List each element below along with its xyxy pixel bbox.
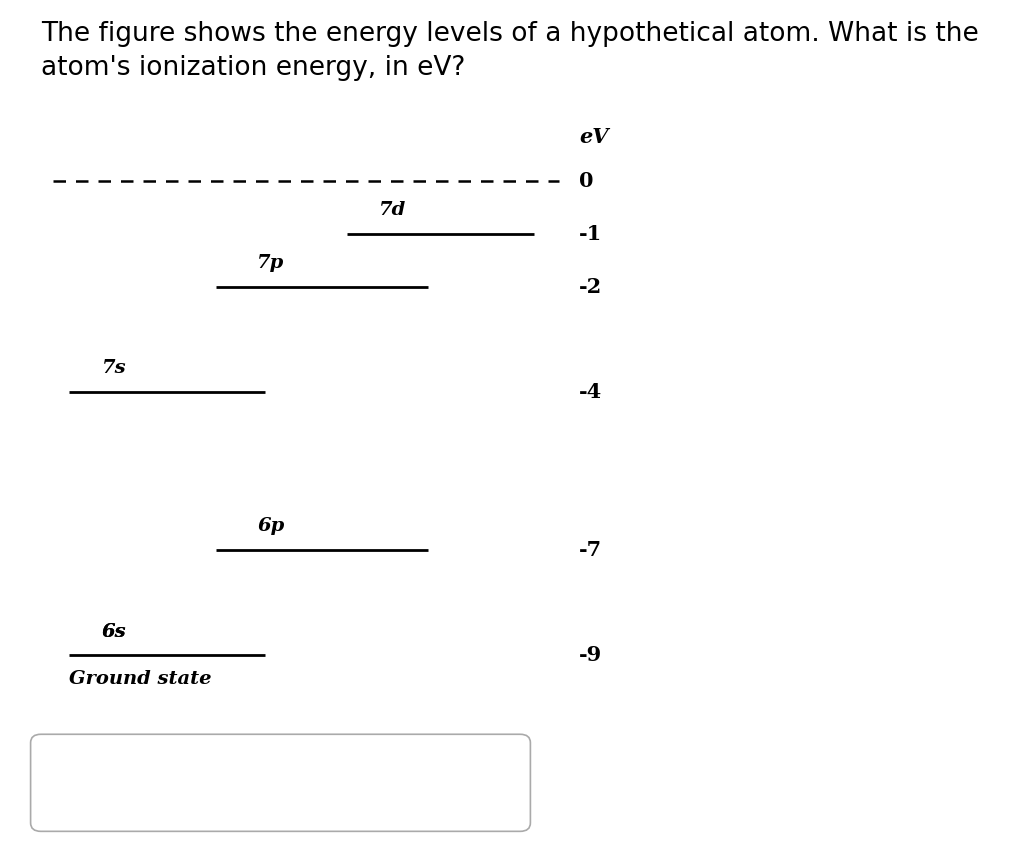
Text: 6s: 6s <box>102 623 126 641</box>
Text: The figure shows the energy levels of a hypothetical atom. What is the: The figure shows the energy levels of a … <box>41 21 977 47</box>
Text: 7p: 7p <box>257 254 284 272</box>
Text: -1: -1 <box>579 224 602 244</box>
Text: Ground state: Ground state <box>69 670 212 688</box>
Text: -4: -4 <box>579 382 602 402</box>
Text: -7: -7 <box>579 540 602 560</box>
Text: 6p: 6p <box>257 517 284 535</box>
Text: -9: -9 <box>579 646 602 665</box>
Text: atom's ionization energy, in eV?: atom's ionization energy, in eV? <box>41 55 465 81</box>
Text: 6s: 6s <box>102 623 126 641</box>
Text: 0: 0 <box>579 171 593 192</box>
Text: 7d: 7d <box>379 201 407 219</box>
Text: eV: eV <box>579 127 608 147</box>
Text: 7s: 7s <box>102 360 126 377</box>
Text: -2: -2 <box>579 277 602 297</box>
